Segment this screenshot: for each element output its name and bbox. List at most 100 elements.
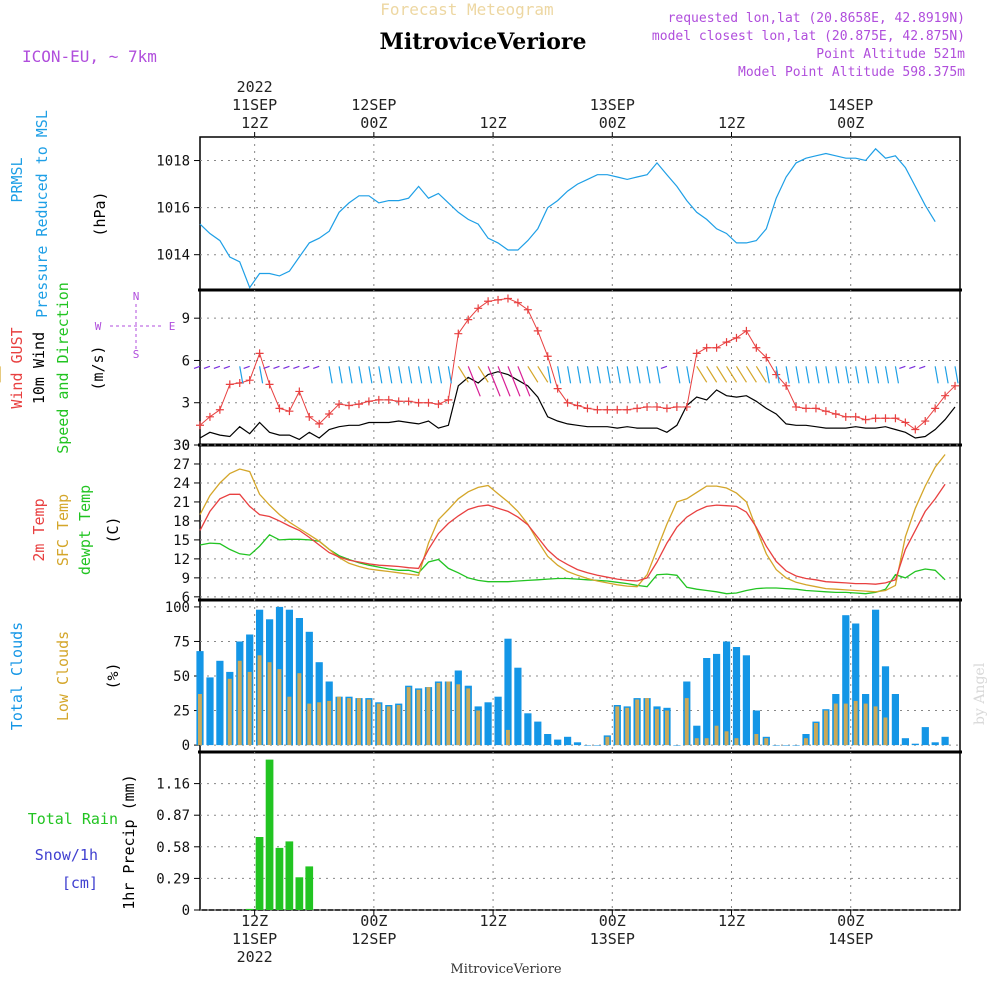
temp-label-3: (C) bbox=[104, 516, 122, 543]
low-cloud-bar-12 bbox=[317, 702, 322, 746]
gust-marker-51 bbox=[702, 343, 711, 352]
wind-arrow-30 bbox=[497, 366, 511, 397]
gust-marker-40 bbox=[593, 405, 602, 414]
top-time-label-5-1: 00Z bbox=[837, 114, 864, 132]
gust-marker-11 bbox=[305, 412, 314, 421]
compass-north: N bbox=[133, 290, 140, 303]
precip-ytick-label-0: 0 bbox=[182, 903, 190, 919]
top-time-label-4-0: 12Z bbox=[718, 114, 745, 132]
gust-marker-33 bbox=[523, 305, 532, 314]
low-cloud-bar-11 bbox=[307, 703, 312, 746]
total-cloud-bar-74 bbox=[931, 742, 939, 746]
gust-marker-8 bbox=[275, 404, 284, 413]
wind-arrow-55 bbox=[745, 366, 757, 383]
gust-marker-34 bbox=[533, 326, 542, 335]
gust-marker-46 bbox=[652, 402, 661, 411]
total-cloud-bar-9 bbox=[285, 609, 293, 746]
total-cloud-bar-65 bbox=[842, 615, 850, 746]
total-cloud-bar-73 bbox=[921, 727, 929, 746]
rain-bar-6 bbox=[305, 866, 314, 910]
low-cloud-bar-25 bbox=[446, 681, 451, 746]
low-cloud-bar-52 bbox=[714, 725, 719, 745]
subtitle-text: Forecast Meteogram bbox=[380, 0, 553, 19]
gust-marker-10 bbox=[295, 387, 304, 396]
total-cloud-bar-35 bbox=[544, 734, 552, 746]
wind-arrow-42 bbox=[616, 366, 621, 384]
gust-marker-23 bbox=[424, 398, 433, 407]
gust-marker-62 bbox=[811, 404, 820, 413]
total-cloud-bar-32 bbox=[514, 667, 522, 746]
low-cloud-bar-7 bbox=[267, 662, 272, 746]
wind-arrow-74 bbox=[934, 366, 939, 384]
wind-arrow-70 bbox=[894, 366, 900, 384]
low-cloud-bar-17 bbox=[366, 699, 371, 746]
low-cloud-bar-21 bbox=[406, 687, 411, 746]
wind-arrow-26 bbox=[457, 366, 469, 383]
bottom-time-label-1-1: 12SEP bbox=[351, 930, 396, 948]
bottom-time-label-2-0: 12Z bbox=[480, 912, 507, 930]
wind-arrow-6 bbox=[259, 366, 264, 384]
total-cloud-bar-30 bbox=[494, 696, 502, 746]
top-time-label-1-0: 12SEP bbox=[351, 96, 396, 114]
wind-arrow-25 bbox=[447, 366, 452, 384]
wind-arrow-3 bbox=[223, 365, 230, 369]
wind-ytick-label-0: 0 bbox=[182, 438, 190, 454]
precip-ytick-label-3: 0.87 bbox=[156, 808, 190, 824]
top-time-label-5-0: 14SEP bbox=[828, 96, 873, 114]
gust-marker-27 bbox=[464, 315, 473, 324]
low-cloud-bar-20 bbox=[396, 705, 401, 746]
precip-ylabel: 1hr Precip (mm) bbox=[120, 774, 138, 909]
wind-arrow-13 bbox=[328, 366, 333, 384]
wind-arrow-57 bbox=[765, 366, 770, 384]
rain-bar-2 bbox=[265, 759, 274, 910]
gust-marker-25 bbox=[444, 395, 453, 404]
wind-arrow-24 bbox=[437, 366, 443, 384]
pressure-label-2: (hPa) bbox=[91, 191, 109, 236]
low-cloud-bar-14 bbox=[337, 696, 341, 746]
clouds-label-1: Low Clouds bbox=[54, 631, 72, 721]
total-cloud-bar-31 bbox=[504, 638, 512, 746]
temp-ytick-label-3: 15 bbox=[173, 533, 190, 549]
wind-arrow-16 bbox=[358, 366, 363, 384]
low-cloud-bar-61 bbox=[804, 738, 808, 746]
wind-arrow-41 bbox=[606, 366, 611, 384]
low-cloud-bar-31 bbox=[506, 729, 510, 746]
wind-arrow-5 bbox=[243, 365, 250, 369]
sfc-temp-line bbox=[199, 454, 946, 593]
wind-arrow-17 bbox=[368, 366, 373, 384]
total-cloud-bar-54 bbox=[732, 647, 741, 746]
low-cloud-bar-13 bbox=[327, 700, 332, 746]
gust-marker-3 bbox=[225, 380, 234, 389]
wind-arrow-45 bbox=[646, 366, 651, 384]
model-label: ICON-EU, ~ 7km bbox=[22, 47, 157, 66]
total-rain-label: Total Rain bbox=[28, 810, 118, 828]
gust-marker-45 bbox=[643, 402, 652, 411]
snow-label: Snow/1h bbox=[35, 846, 98, 864]
wind-arrow-14 bbox=[338, 366, 343, 384]
low-cloud-bar-4 bbox=[237, 660, 242, 746]
wind-arrow-52 bbox=[716, 366, 728, 383]
wind-arrow-46 bbox=[656, 366, 661, 384]
total-cloud-bar-59 bbox=[782, 745, 790, 746]
wind-arrow-23 bbox=[427, 366, 433, 384]
wind-arrow-12 bbox=[313, 365, 320, 369]
low-cloud-bar-5 bbox=[247, 671, 252, 746]
low-cloud-bar-28 bbox=[476, 710, 481, 745]
gust-marker-39 bbox=[583, 404, 592, 413]
wind-arrow-72 bbox=[909, 365, 916, 369]
wind-ytick-label-3: 9 bbox=[182, 311, 190, 327]
footer-station: MitroviceVeriore bbox=[450, 962, 562, 977]
gust-marker-37 bbox=[563, 398, 572, 407]
bottom-time-label-3-0: 00Z bbox=[599, 912, 626, 930]
low-cloud-bar-50 bbox=[694, 738, 699, 746]
low-cloud-bar-3 bbox=[227, 678, 232, 746]
temp2m-line bbox=[199, 483, 946, 585]
rain-bar-0 bbox=[245, 908, 254, 910]
wind-arrow-73 bbox=[919, 365, 926, 369]
wind-arrow-67 bbox=[865, 366, 870, 384]
clouds-ytick-label-4: 100 bbox=[165, 600, 190, 616]
gust-marker-58 bbox=[772, 370, 781, 379]
wind-arrow-51 bbox=[706, 366, 718, 383]
gust-marker-5 bbox=[245, 376, 254, 385]
